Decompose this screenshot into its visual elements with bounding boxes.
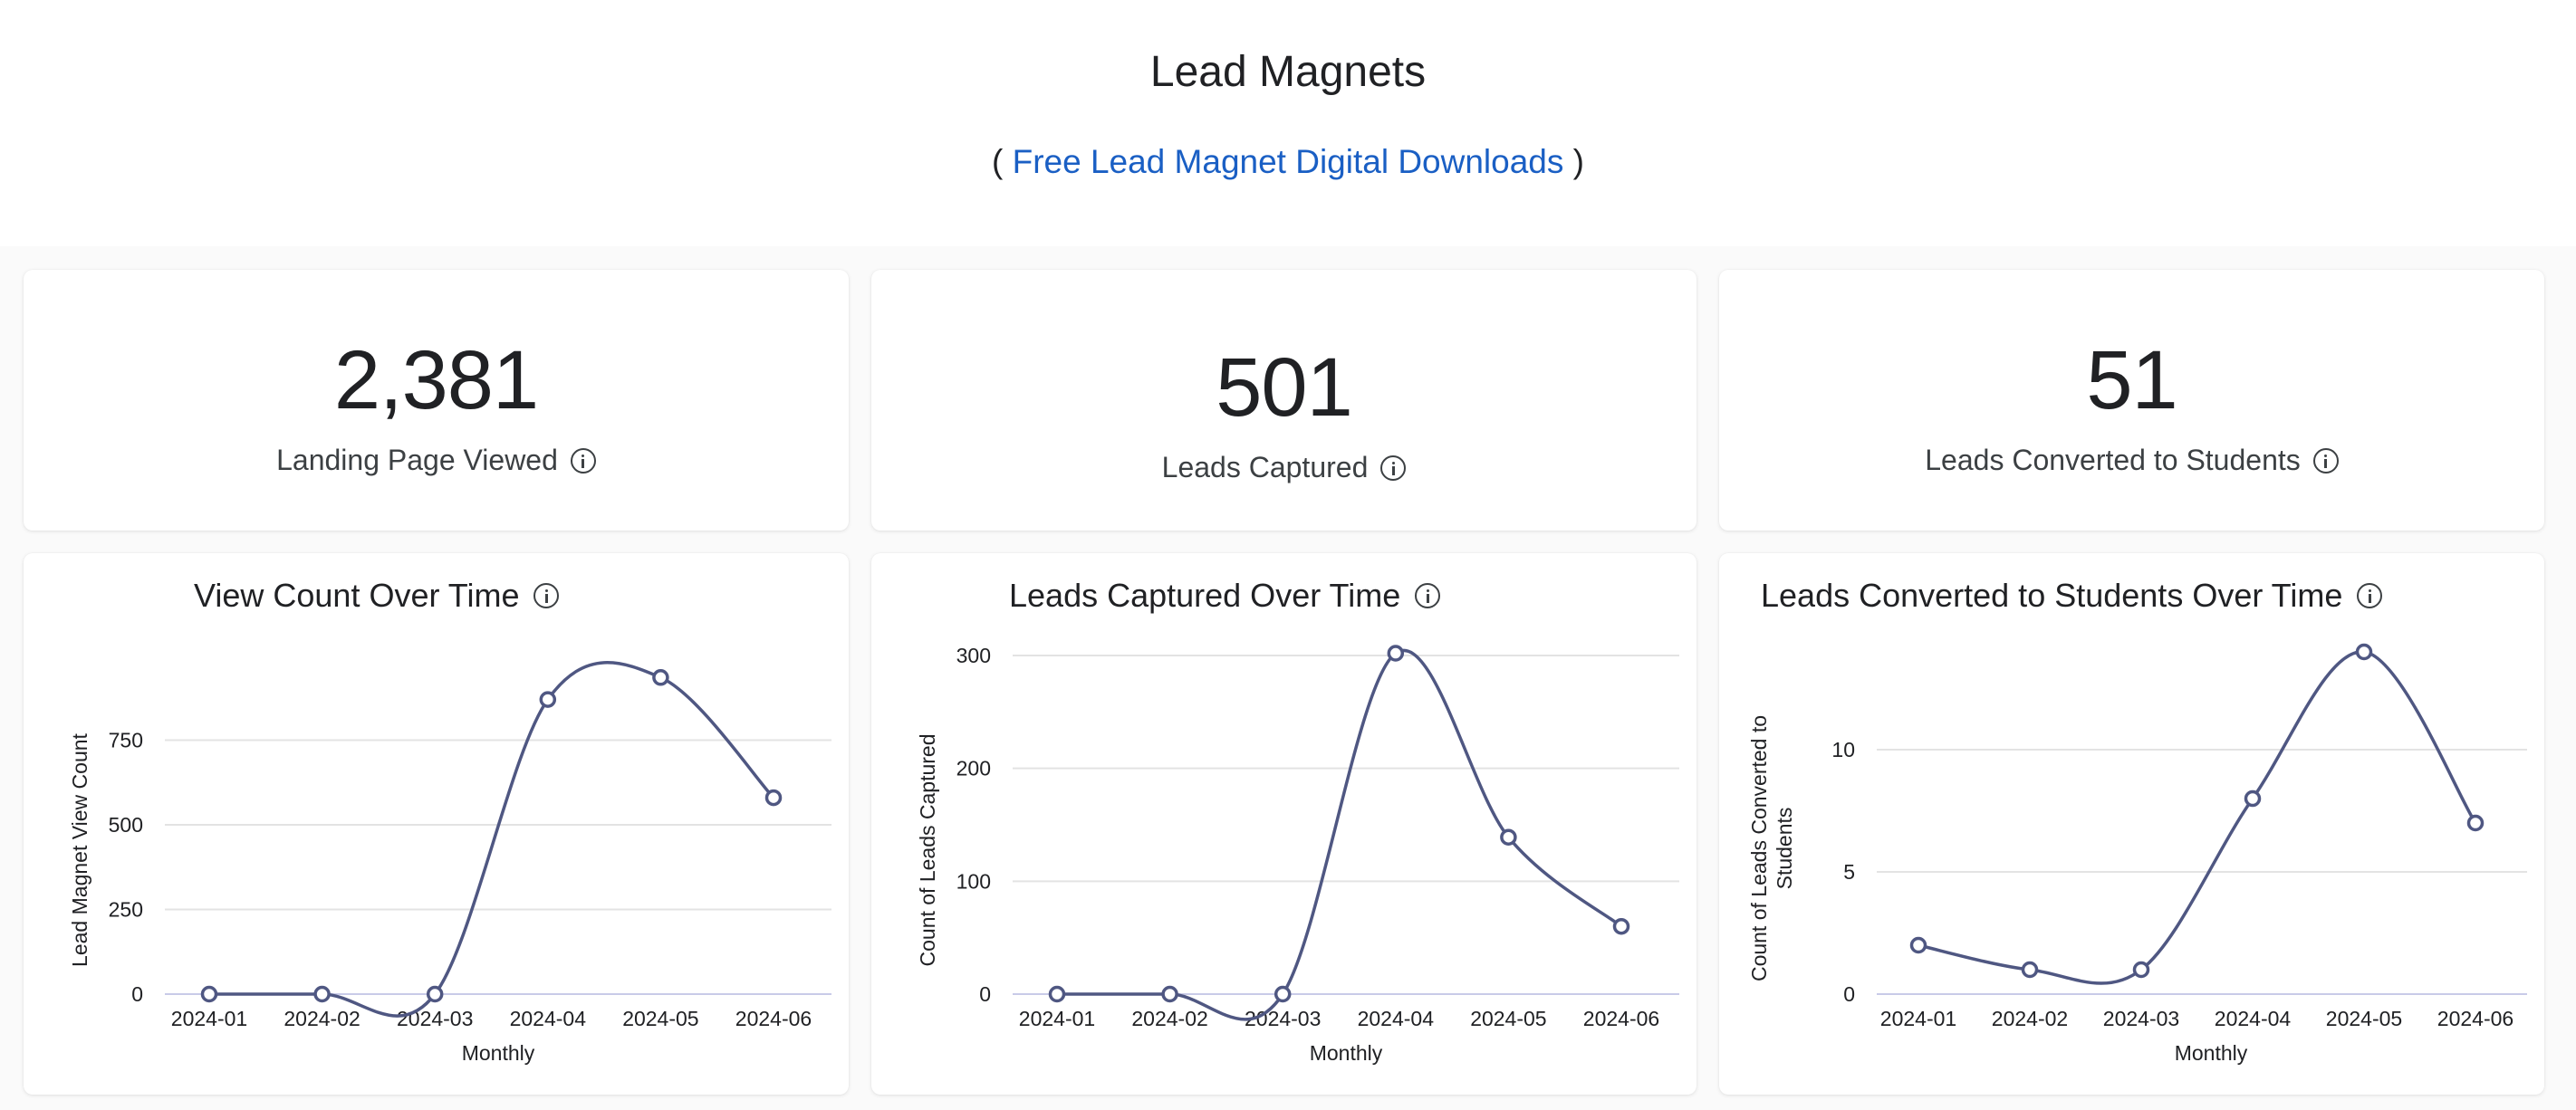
chart-card-leads-captured: 0 100 200 300 2024-01 2024-02 2024-03 2024-04 20… xyxy=(871,553,1697,1095)
chart-title-text: Leads Converted to Students Over Time xyxy=(1761,577,2343,614)
info-icon[interactable] xyxy=(2312,447,2339,474)
data-point xyxy=(200,985,218,1003)
x-tick-label: 2024-04 xyxy=(510,1007,587,1030)
data-point xyxy=(2021,961,2039,979)
chart-card-view-count: 0 250 500 750 2024-01 2024-02 2024-03 2024-04 20… xyxy=(24,553,849,1095)
data-point xyxy=(1274,985,1292,1003)
chart-title: Leads Converted to Students Over Time xyxy=(1761,577,2383,615)
stat-label: Leads Captured xyxy=(871,451,1697,484)
chart-title: Leads Captured Over Time xyxy=(1009,577,1441,615)
series-line xyxy=(1056,648,1623,1021)
x-tick-label: 2024-06 xyxy=(1583,1007,1659,1030)
data-point xyxy=(1500,828,1517,846)
y-axis-label: Count of Leads Converted toStudents xyxy=(1747,715,1796,981)
x-axis-label: Monthly xyxy=(462,1041,535,1065)
data-point xyxy=(1909,936,1927,954)
x-tick-label: 2024-02 xyxy=(1131,1007,1207,1030)
data-point xyxy=(2466,814,2485,832)
page-header: Lead Magnets ( Free Lead Magnet Digital … xyxy=(0,0,2576,246)
y-tick-label: 500 xyxy=(109,813,143,837)
x-tick-label: 2024-02 xyxy=(1992,1007,2068,1030)
stat-label: Leads Converted to Students xyxy=(1719,444,2544,477)
x-tick-label: 2024-05 xyxy=(622,1007,698,1030)
data-point xyxy=(1612,917,1630,935)
view-count-chart: 0 250 500 750 2024-01 2024-02 2024-03 2024-04 20… xyxy=(68,661,831,1065)
info-icon[interactable] xyxy=(2357,583,2383,608)
x-tick-label: 2024-06 xyxy=(2437,1007,2514,1030)
x-tick-label: 2024-01 xyxy=(1019,1007,1095,1030)
leads-converted-chart: 0 5 10 2024-01 2024-02 2024-03 2024-04 2024-05 2… xyxy=(1747,643,2527,1065)
x-axis-label: Monthly xyxy=(1310,1041,1383,1065)
chart-title-text: View Count Over Time xyxy=(194,577,520,614)
x-tick-label: 2024-01 xyxy=(171,1007,247,1030)
stat-card-leads-captured: 501 Leads Captured xyxy=(871,270,1697,531)
subtitle-open-paren: ( xyxy=(991,143,1013,180)
stat-value: 2,381 xyxy=(333,334,539,426)
y-tick-label: 300 xyxy=(956,644,991,667)
x-axis-label: Monthly xyxy=(2175,1041,2248,1065)
y-tick-label: 100 xyxy=(956,869,991,893)
lead-magnet-downloads-link[interactable]: Free Lead Magnet Digital Downloads xyxy=(1012,143,1564,180)
data-point xyxy=(1387,645,1405,662)
y-axis-label: Count of Leads Captured xyxy=(916,733,939,966)
stat-card-leads-converted: 51 Leads Converted to Students xyxy=(1719,270,2544,531)
info-icon[interactable] xyxy=(533,583,560,608)
y-tick-label: 5 xyxy=(1843,860,1855,884)
y-tick-label: 10 xyxy=(1831,738,1855,761)
x-tick-label: 2024-01 xyxy=(1880,1007,1956,1030)
info-icon[interactable] xyxy=(1380,455,1407,481)
x-tick-label: 2024-04 xyxy=(2215,1007,2292,1030)
subtitle-close-paren: ) xyxy=(1563,143,1584,180)
y-tick-label: 0 xyxy=(1843,982,1855,1006)
x-tick-label: 2024-05 xyxy=(1470,1007,1546,1030)
chart-card-leads-converted: 0 5 10 2024-01 2024-02 2024-03 2024-04 2024-05 2… xyxy=(1719,553,2544,1095)
data-point xyxy=(1048,985,1066,1003)
info-icon[interactable] xyxy=(570,447,596,474)
subtitle-row: ( Free Lead Magnet Digital Downloads ) xyxy=(0,143,2576,181)
data-point xyxy=(1161,985,1178,1003)
data-point xyxy=(652,669,669,686)
data-point xyxy=(313,985,331,1003)
y-tick-label: 250 xyxy=(109,898,143,922)
x-tick-label: 2024-04 xyxy=(1358,1007,1435,1030)
stat-value: 51 xyxy=(2086,334,2177,426)
stat-value: 501 xyxy=(1216,341,1353,434)
data-point xyxy=(426,985,444,1003)
chart-title: View Count Over Time xyxy=(194,577,560,615)
stat-label-text: Leads Converted to Students xyxy=(1925,444,2301,476)
x-tick-label: 2024-02 xyxy=(284,1007,360,1030)
y-tick-label: 0 xyxy=(131,982,143,1006)
series-line xyxy=(1918,650,2477,985)
stat-label-text: Landing Page Viewed xyxy=(276,444,558,476)
page-title: Lead Magnets xyxy=(1149,48,1427,96)
y-tick-label: 200 xyxy=(956,757,991,780)
y-axis-label-line: Count of Leads Converted to xyxy=(1747,715,1771,981)
data-point xyxy=(2355,643,2373,661)
x-tick-label: 2024-06 xyxy=(735,1007,812,1030)
data-point xyxy=(764,789,783,807)
data-point xyxy=(539,691,557,708)
data-point xyxy=(2244,789,2262,808)
stat-label-text: Leads Captured xyxy=(1161,451,1369,483)
info-icon[interactable] xyxy=(1415,583,1441,608)
y-tick-label: 750 xyxy=(109,729,143,752)
x-tick-label: 2024-05 xyxy=(2326,1007,2402,1030)
y-axis-label: Lead Magnet View Count xyxy=(68,732,91,966)
stat-card-landing-page-viewed: 2,381 Landing Page Viewed xyxy=(24,270,849,531)
chart-title-text: Leads Captured Over Time xyxy=(1009,577,1401,614)
y-tick-label: 0 xyxy=(979,982,991,1006)
series-line xyxy=(208,661,775,1018)
stat-label: Landing Page Viewed xyxy=(24,444,849,477)
x-tick-label: 2024-03 xyxy=(397,1007,473,1030)
x-tick-label: 2024-03 xyxy=(2103,1007,2179,1030)
y-axis-label-line: Students xyxy=(1773,808,1796,890)
data-point xyxy=(2132,961,2150,979)
